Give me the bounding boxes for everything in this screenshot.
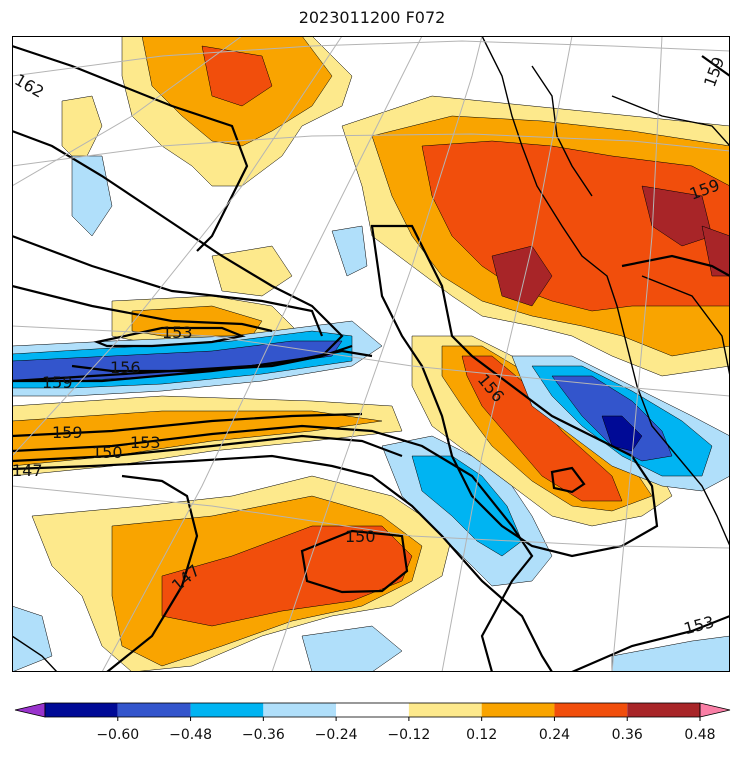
colorbar-bin: [190, 703, 264, 717]
colorbar-tick-label: 0.12: [466, 727, 497, 743]
colorbar-tick-label: 0.48: [684, 727, 715, 743]
colorbar-extend-low: [14, 702, 46, 718]
colorbar-tick-label: −0.36: [242, 727, 285, 743]
warm-anomaly-central: [411, 335, 673, 527]
height-contours: [12, 44, 730, 672]
contour-label: 153: [130, 433, 161, 452]
contour-label: 150: [92, 443, 123, 462]
colorbar-tick-label: 0.36: [612, 727, 643, 743]
map-title: 2023011200 F072: [298, 8, 446, 27]
colorbar-tick-label: −0.48: [169, 727, 212, 743]
colorbar: −0.60 −0.48 −0.36 −0.24 −0.12 0.12 0.24 0.36 0.4…: [14, 702, 731, 743]
colorbar-tick-label: −0.24: [315, 727, 358, 743]
colorbar-bin: [481, 703, 555, 717]
contour-label: 159: [42, 373, 73, 392]
contour-label: 150: [345, 527, 376, 546]
colorbar-tick-label: 0.24: [539, 727, 570, 743]
warm-anomaly-northwest: [61, 36, 353, 187]
coastlines: [12, 36, 730, 672]
colorbar-tick-label: −0.12: [387, 727, 430, 743]
colorbar-bin: [45, 703, 118, 717]
colorbar-bin: [336, 703, 409, 717]
warm-anomaly-northeast: [341, 95, 730, 377]
contour-label: 159: [52, 423, 83, 442]
colorbar-tick-label: −0.60: [96, 727, 139, 743]
contour-label: 156: [110, 358, 141, 377]
forecast-map: 162 153 156 159 159 150 153 147 156 150 …: [12, 36, 730, 672]
colorbar-bin: [263, 703, 337, 717]
colorbar-bin: [554, 703, 628, 717]
contour-label: 147: [12, 461, 43, 480]
graticule: [12, 36, 730, 672]
colorbar-bin: [408, 703, 482, 717]
warm-anomaly-south: [31, 475, 453, 672]
colorbar-bin: [117, 703, 191, 717]
contour-label: 153: [162, 323, 193, 342]
cold-anomaly-east: [511, 355, 730, 492]
colorbar-extend-high: [699, 702, 731, 718]
colorbar-bin: [627, 703, 700, 717]
